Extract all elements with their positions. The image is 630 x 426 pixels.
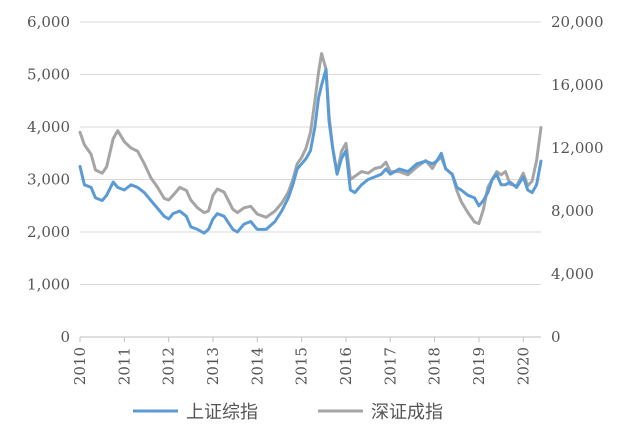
series-line-shenzhen <box>78 52 543 226</box>
y-left-tick-label: 1,000 <box>27 276 70 294</box>
legend: 上证综指 深证成指 <box>133 402 443 423</box>
y-left-tick-label: 6,000 <box>27 13 70 31</box>
x-tick-label: 2018 <box>426 347 444 385</box>
x-tick-label: 2010 <box>71 347 89 385</box>
horizontal-gridlines <box>80 21 541 285</box>
legend-label-shanghai: 上证综指 <box>186 402 258 423</box>
x-tick-label: 2015 <box>293 347 311 385</box>
y-right-tick-label: 4,000 <box>551 265 594 283</box>
y-right-tick-label: 16,000 <box>551 76 604 94</box>
series-line-shanghai <box>78 67 543 235</box>
legend-label-shenzhen: 深证成指 <box>371 402 443 423</box>
y-right-tick-label: 12,000 <box>551 139 604 157</box>
y-right-tick-label: 0 <box>551 328 561 346</box>
y-right-tick-label: 8,000 <box>551 202 594 220</box>
y-right-tick-label: 20,000 <box>551 13 604 31</box>
y-left-tick-label: 4,000 <box>27 118 70 136</box>
x-tick-label: 2011 <box>115 347 133 385</box>
y-left-tick-label: 2,000 <box>27 223 70 241</box>
x-tick-label: 2014 <box>248 347 266 385</box>
x-tick-label: 2017 <box>381 347 399 385</box>
x-tick-label: 2016 <box>337 347 355 385</box>
x-tick-label: 2019 <box>470 347 488 385</box>
y-left-tick-label: 5,000 <box>27 66 70 84</box>
series-lines <box>78 52 543 235</box>
y-left-tick-label: 3,000 <box>27 171 70 189</box>
y-left-tick-label: 0 <box>60 328 70 346</box>
x-tick-label: 2013 <box>204 347 222 385</box>
axes: 0 1,000 2,000 3,000 4,000 5,000 6,000 0 4,000 8,0… <box>27 13 603 385</box>
x-tick-label: 2012 <box>160 347 178 385</box>
x-tick-label: 2020 <box>514 347 532 385</box>
